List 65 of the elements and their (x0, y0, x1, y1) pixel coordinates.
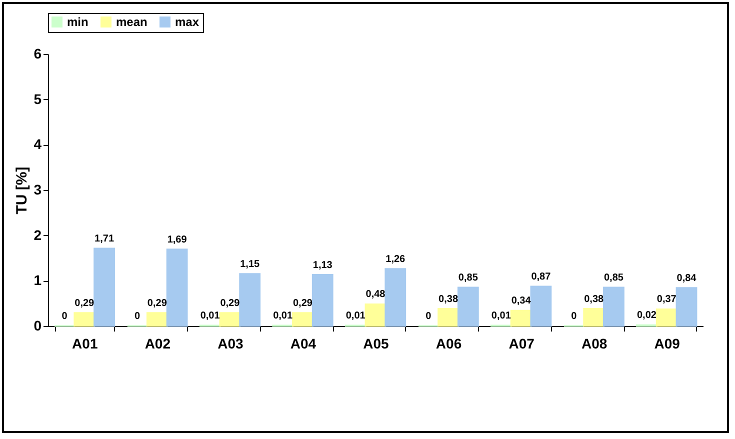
y-tick-label: 1 (34, 272, 42, 288)
data-label: 0,38 (584, 294, 604, 305)
bar (292, 312, 314, 327)
x-tick-label: A02 (144, 336, 171, 352)
data-label: 0,84 (676, 272, 697, 284)
data-label: 0 (426, 311, 432, 322)
bar (457, 286, 479, 327)
bar (603, 286, 624, 327)
bar (364, 303, 386, 327)
y-axis-title: TU [%] (14, 166, 31, 214)
data-label: 0,87 (531, 272, 552, 283)
y-tick-label: 2 (34, 226, 42, 243)
data-label: 0,29 (74, 298, 95, 309)
bar (438, 308, 459, 327)
data-label: 1,71 (94, 233, 114, 244)
x-tick-label: A05 (363, 336, 390, 352)
y-tick-label: 4 (34, 136, 42, 152)
data-label: 0,01 (346, 310, 366, 322)
legend-label: mean (116, 15, 148, 29)
bar (676, 287, 698, 327)
legend-label: min (67, 15, 88, 29)
data-label: 0,29 (220, 298, 240, 309)
y-tick-label: 6 (34, 46, 42, 62)
data-label: 1,15 (240, 258, 260, 270)
x-tick-label: A09 (654, 336, 680, 352)
bar (239, 273, 261, 327)
data-label: 0 (571, 311, 578, 322)
y-tick-label: 5 (34, 90, 42, 107)
bar (656, 308, 678, 327)
bar (94, 248, 115, 327)
data-label: 1,13 (312, 260, 333, 271)
data-label: 1,26 (386, 254, 406, 265)
x-tick-label: A04 (290, 336, 316, 352)
bar (384, 268, 406, 327)
bar (219, 312, 241, 327)
bar (530, 286, 552, 327)
y-tick-label: 0 (34, 318, 42, 334)
data-label: 1,69 (167, 234, 188, 246)
data-label: 0,02 (636, 310, 657, 322)
data-label: 0,34 (511, 296, 532, 307)
x-tick-label: A06 (436, 336, 462, 352)
bar (166, 248, 188, 327)
data-label: 0,85 (604, 272, 624, 284)
data-label: 0,85 (458, 272, 478, 284)
data-label: 0 (62, 311, 68, 322)
data-label: 0,48 (366, 289, 386, 300)
data-label: 0 (134, 311, 140, 322)
x-tick-label: A03 (218, 336, 244, 352)
data-label: 0,01 (273, 310, 293, 322)
x-tick-label: A01 (72, 336, 98, 352)
data-label: 0,29 (147, 298, 168, 309)
bar (510, 310, 532, 327)
data-label: 0,37 (656, 294, 677, 306)
x-tick-label: A07 (508, 336, 535, 352)
data-label: 0,01 (491, 310, 512, 322)
data-label: 0,01 (200, 310, 220, 322)
bar (312, 274, 334, 327)
legend-label: max (175, 15, 200, 29)
bar (146, 312, 168, 327)
y-tick-label: 3 (34, 182, 42, 198)
x-tick-label: A08 (581, 336, 608, 352)
data-label: 0,38 (438, 294, 458, 305)
data-label: 0,29 (292, 298, 313, 309)
bar (74, 312, 96, 327)
bar (583, 308, 605, 327)
